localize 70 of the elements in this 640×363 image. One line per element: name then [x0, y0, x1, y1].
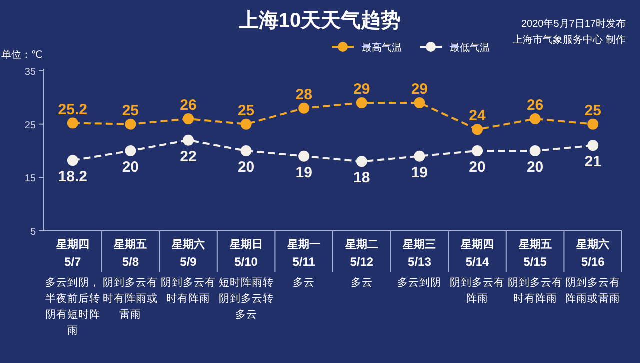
point: [125, 146, 136, 156]
text: 阴到多云有时有阵雨: [507, 276, 564, 307]
chart-title: 上海10天天气趋势: [238, 10, 402, 32]
point: [588, 118, 599, 130]
data-label: 25: [584, 102, 602, 120]
text: 2020年5月7日17时发布: [522, 18, 626, 30]
x-tick-label: 星期五 5/15: [518, 238, 552, 269]
text: 多云到阴，半夜前后转阴有短时阵雨: [45, 276, 101, 339]
point: [67, 155, 78, 166]
point: [414, 98, 426, 108]
text: 阴到多云有阵雨: [450, 276, 506, 307]
text: 多云: [350, 276, 374, 291]
data-label: 25: [122, 102, 140, 120]
text: 阴到多云有时有阵雨: [160, 276, 216, 307]
data-label: 20: [238, 159, 255, 176]
text: 短时阵雨转阴到多云转多云: [218, 276, 274, 323]
data-label: 19: [411, 164, 428, 182]
data-label: 26: [180, 97, 197, 114]
y-tick-label: 15: [24, 174, 36, 185]
x-tick-label: 星期五 5/8: [113, 238, 148, 269]
point: [530, 114, 541, 124]
point: [530, 146, 541, 156]
data-label: 25: [238, 102, 255, 120]
x-tick-label: 星期二 5/12: [344, 238, 378, 269]
point: [588, 140, 599, 152]
x-tick-label: 星期六 5/16: [576, 238, 610, 269]
point: [183, 114, 194, 124]
x-tick-label: 星期四 5/7: [55, 238, 90, 269]
point: [298, 102, 310, 114]
text: 阴到多云有时有阵雨或雷雨: [102, 276, 159, 323]
text: 多云到阴: [396, 276, 443, 291]
x-tick-label: 星期日 5/10: [228, 238, 263, 269]
point: [356, 156, 368, 168]
point: [67, 118, 78, 129]
data-label: 26: [526, 97, 544, 114]
x-tick-label: 星期三 5/13: [402, 238, 436, 269]
point: [356, 98, 368, 108]
data-label: 28: [296, 86, 312, 104]
data-label: 22: [180, 148, 197, 166]
legend-label: 最低气温: [450, 42, 490, 54]
data-label: 20: [469, 159, 486, 176]
y-tick-label: 5: [30, 227, 36, 238]
point: [472, 124, 483, 136]
point: [240, 118, 252, 130]
data-label: 24: [469, 108, 486, 125]
point: [472, 146, 483, 156]
text: 阴到多云有阵雨或雷雨: [565, 276, 621, 307]
x-tick-label: 星期四 5/14: [460, 238, 494, 269]
x-tick-label: 星期六 5/9: [171, 238, 205, 269]
data-label: 29: [354, 81, 370, 98]
point: [125, 118, 136, 130]
point: [298, 150, 310, 162]
data-label: 25.2: [58, 101, 88, 118]
y-tick-label: 35: [24, 67, 36, 78]
data-label: 18: [354, 170, 370, 187]
data-label: 18.2: [58, 168, 88, 186]
legend-label: 最高气温: [362, 42, 402, 54]
y-tick-label: 25: [24, 120, 36, 132]
data-label: 19: [296, 164, 312, 182]
y-axis-title: 单位：℃: [1, 49, 43, 61]
point: [414, 150, 426, 162]
x-tick-label: 星期一 5/11: [286, 238, 321, 269]
point: [183, 134, 194, 146]
data-label: 20: [526, 159, 544, 176]
point: [240, 146, 252, 156]
data-label: 29: [411, 81, 428, 98]
data-label: 21: [584, 154, 602, 171]
text: 上海市气象服务中心 制作: [513, 34, 626, 46]
data-label: 20: [122, 159, 140, 176]
text: 多云: [292, 276, 316, 291]
